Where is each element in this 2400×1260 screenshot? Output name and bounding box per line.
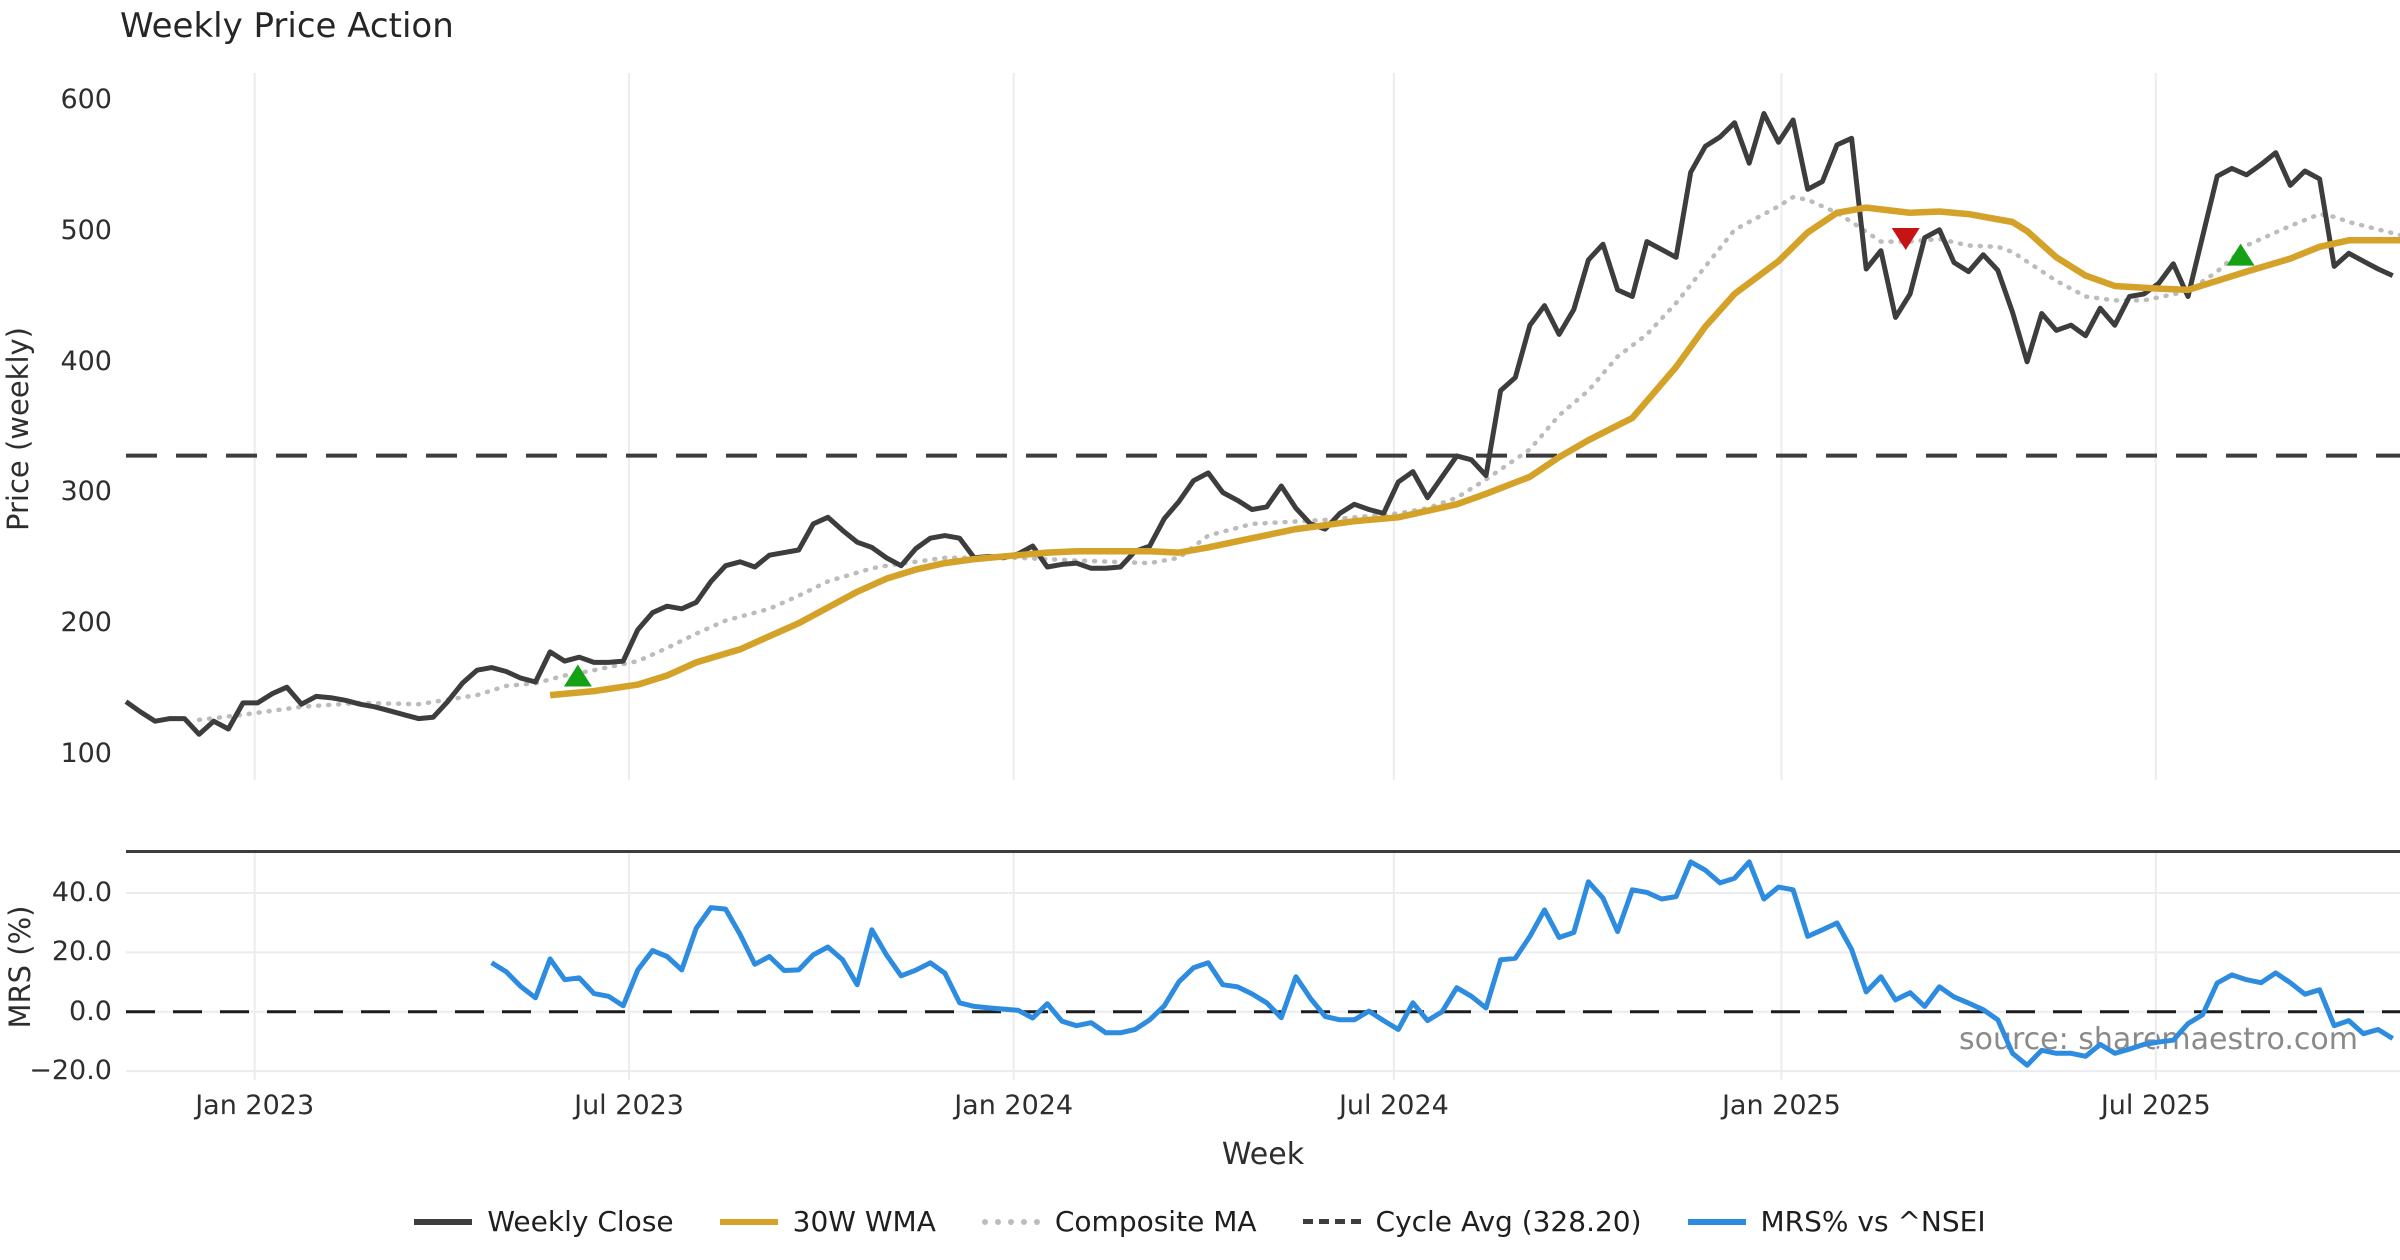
y-tick-label: 40.0 [51, 877, 112, 909]
line-swatch-icon [1687, 1218, 1746, 1225]
legend-item-cycle-avg: Cycle Avg (328.20) [1302, 1205, 1642, 1238]
wma-line [549, 204, 2400, 699]
dashed-line-swatch-icon [1302, 1219, 1361, 1224]
legend-label: Cycle Avg (328.20) [1375, 1205, 1642, 1238]
y-tick-label: −20.0 [29, 1055, 112, 1087]
price-plot-area [124, 73, 2400, 780]
x-tick-label: Jan 2025 [1721, 1090, 1841, 1121]
x-tick-label: Jan 2024 [954, 1090, 1074, 1121]
legend-item-composite: Composite MA [981, 1205, 1257, 1238]
x-tick-label: Jul 2023 [574, 1090, 684, 1121]
buy-signal-marker-icon [2226, 243, 2255, 266]
y-tick-label: 300 [60, 476, 112, 508]
dotted-line-swatch-icon [981, 1218, 1040, 1225]
y-tick-label: 600 [60, 84, 112, 116]
chart-title: Weekly Price Action [120, 6, 454, 46]
x-axis-title: Week [1221, 1137, 1305, 1172]
x-tick-label: Jul 2025 [2100, 1090, 2211, 1121]
legend-label: 30W WMA [792, 1205, 936, 1238]
mrs-plot-area [126, 850, 2400, 1080]
price-y-axis-title: Price (weekly) [1, 327, 35, 532]
sell-signal-marker-icon [1891, 227, 1920, 250]
legend-label: Weekly Close [487, 1205, 674, 1238]
mrs-line [490, 859, 2395, 1068]
legend-label: MRS% vs ^NSEI [1760, 1205, 1986, 1238]
y-tick-label: 400 [60, 345, 112, 377]
source-note: source: sharemaestro.com [1959, 1022, 2358, 1057]
legend-item-mrs: MRS% vs ^NSEI [1687, 1205, 1986, 1238]
y-tick-label: 0.0 [69, 995, 112, 1027]
x-tick-label: Jan 2023 [195, 1090, 315, 1121]
legend: Weekly Close 30W WMA Composite MA Cycle … [0, 1205, 2400, 1238]
buy-signal-marker-icon [563, 664, 592, 687]
line-swatch-icon [414, 1218, 473, 1225]
y-tick-label: 200 [60, 607, 112, 639]
legend-item-weekly-close: Weekly Close [414, 1205, 674, 1238]
line-swatch-icon [719, 1218, 778, 1225]
weekly-close-line [124, 111, 2394, 737]
y-tick-label: 500 [60, 215, 112, 247]
legend-item-wma: 30W WMA [719, 1205, 936, 1238]
y-tick-label: 100 [60, 737, 112, 769]
x-tick-label: Jul 2024 [1338, 1090, 1449, 1121]
composite-ma-line [196, 194, 2400, 723]
legend-label: Composite MA [1054, 1205, 1257, 1238]
y-tick-label: 20.0 [51, 936, 112, 968]
